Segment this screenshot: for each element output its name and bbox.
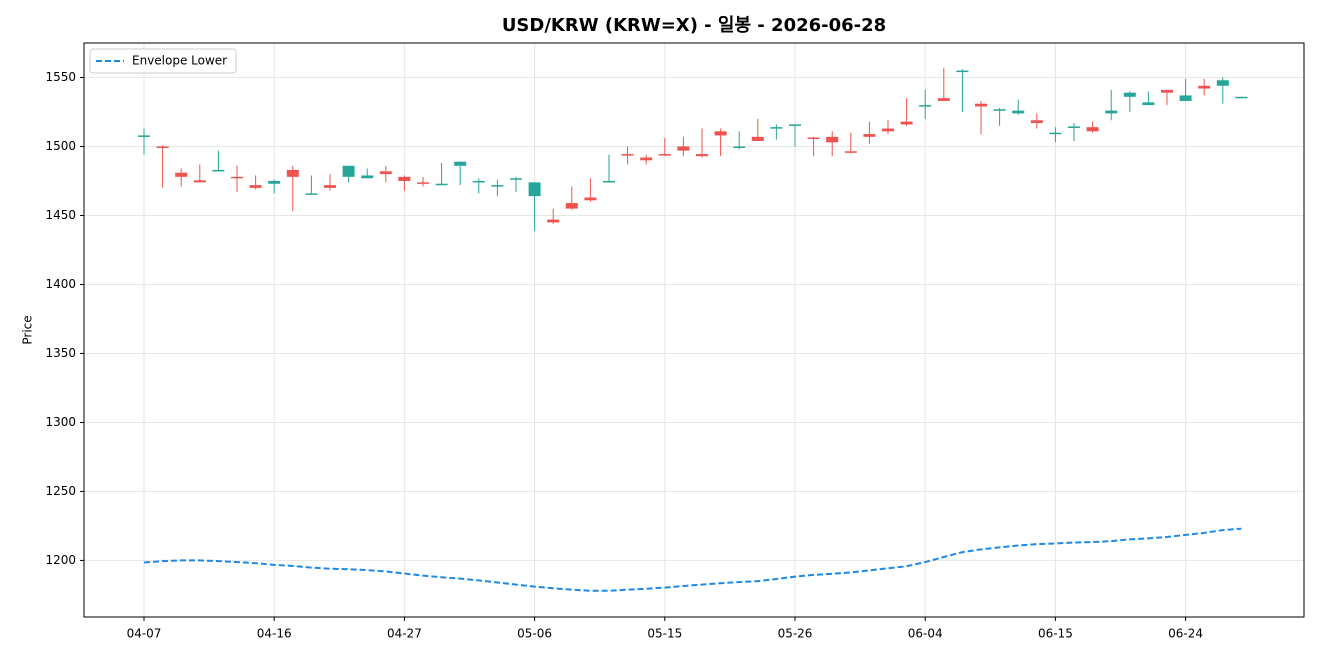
x-tick-label: 05-15 bbox=[647, 627, 682, 641]
candle-body bbox=[398, 176, 411, 181]
candle-body bbox=[751, 136, 764, 141]
x-tick-label: 05-26 bbox=[778, 627, 813, 641]
grid bbox=[84, 43, 1304, 617]
candle-body bbox=[417, 182, 429, 184]
candle-body bbox=[733, 146, 746, 148]
candle-body bbox=[603, 180, 615, 183]
plot-frame bbox=[83, 42, 1305, 618]
candle-body bbox=[565, 203, 578, 209]
candle-body bbox=[231, 176, 243, 179]
candle-body bbox=[826, 136, 839, 143]
candle-body bbox=[1030, 120, 1043, 124]
candle-body bbox=[621, 154, 634, 156]
candle-body bbox=[1105, 110, 1118, 114]
x-tick-label: 04-27 bbox=[387, 627, 422, 641]
candle-body bbox=[435, 183, 448, 186]
candle-body bbox=[900, 121, 913, 125]
candle-body bbox=[547, 219, 560, 223]
candle-body bbox=[491, 185, 504, 187]
candle-body bbox=[528, 182, 541, 197]
candle-body bbox=[770, 127, 783, 129]
candle-body bbox=[1068, 126, 1080, 128]
legend-box bbox=[89, 48, 237, 74]
y-tick-label: 1350 bbox=[45, 346, 76, 360]
y-tick-label: 1400 bbox=[45, 277, 76, 291]
candle-body bbox=[1216, 80, 1229, 86]
y-tick-label: 1250 bbox=[45, 484, 76, 498]
candle-body bbox=[1179, 95, 1192, 101]
candle-body bbox=[249, 185, 262, 188]
y-tick-label: 1550 bbox=[45, 70, 76, 84]
candle-body bbox=[212, 169, 225, 172]
candle-body bbox=[361, 175, 374, 179]
candle-body bbox=[342, 165, 355, 177]
candle-body bbox=[454, 161, 467, 166]
candle-body bbox=[305, 193, 318, 195]
candle-body bbox=[640, 157, 653, 161]
candle-body bbox=[1049, 132, 1062, 135]
candle-body bbox=[937, 98, 950, 101]
candle-body bbox=[956, 70, 969, 73]
candle-body bbox=[844, 151, 857, 153]
x-tick-label: 05-06 bbox=[517, 627, 552, 641]
candle-body bbox=[696, 154, 708, 157]
y-axis-label: Price bbox=[21, 315, 35, 344]
candle-body bbox=[324, 185, 336, 188]
chart-title: USD/KRW (KRW=X) - 일봉 - 2026-06-28 bbox=[502, 15, 886, 36]
x-tick-label: 04-16 bbox=[257, 627, 292, 641]
legend-label: Envelope Lower bbox=[132, 54, 227, 68]
candle-body bbox=[286, 169, 299, 177]
candle-body bbox=[156, 146, 169, 148]
candle-body bbox=[1161, 89, 1173, 93]
candle-body bbox=[175, 172, 188, 177]
candle-body bbox=[677, 146, 690, 151]
candle-body bbox=[510, 178, 522, 180]
y-tick-label: 1300 bbox=[45, 415, 76, 429]
candle-body bbox=[1198, 85, 1211, 89]
candle-body bbox=[789, 124, 801, 126]
x-tick-label: 06-15 bbox=[1038, 627, 1073, 641]
x-tick-label: 06-24 bbox=[1168, 627, 1203, 641]
candle-body bbox=[1012, 110, 1025, 114]
candle-body bbox=[714, 131, 727, 136]
line-series bbox=[143, 527, 1242, 592]
y-tick-label: 1500 bbox=[45, 139, 76, 153]
y-tick-label: 1200 bbox=[45, 553, 76, 567]
candle-body bbox=[863, 134, 876, 137]
candle-body bbox=[658, 154, 671, 156]
candle-body bbox=[1142, 102, 1155, 106]
x-tick-label: 06-04 bbox=[908, 627, 943, 641]
candle-body bbox=[268, 180, 281, 184]
candle-body bbox=[1235, 96, 1248, 99]
candle-body bbox=[1123, 92, 1136, 97]
candle-body bbox=[1086, 127, 1099, 132]
candle-body bbox=[919, 105, 932, 107]
candle-body bbox=[379, 171, 392, 175]
x-tick-label: 04-07 bbox=[127, 627, 162, 641]
candle-body bbox=[975, 103, 987, 107]
candle-body bbox=[882, 128, 894, 132]
candle-body bbox=[993, 109, 1006, 111]
candle-body bbox=[807, 137, 820, 140]
candle-body bbox=[472, 180, 485, 183]
y-tick-label: 1450 bbox=[45, 208, 76, 222]
candle-body bbox=[584, 197, 597, 201]
candle-body bbox=[138, 135, 150, 137]
candle-body bbox=[193, 180, 206, 183]
